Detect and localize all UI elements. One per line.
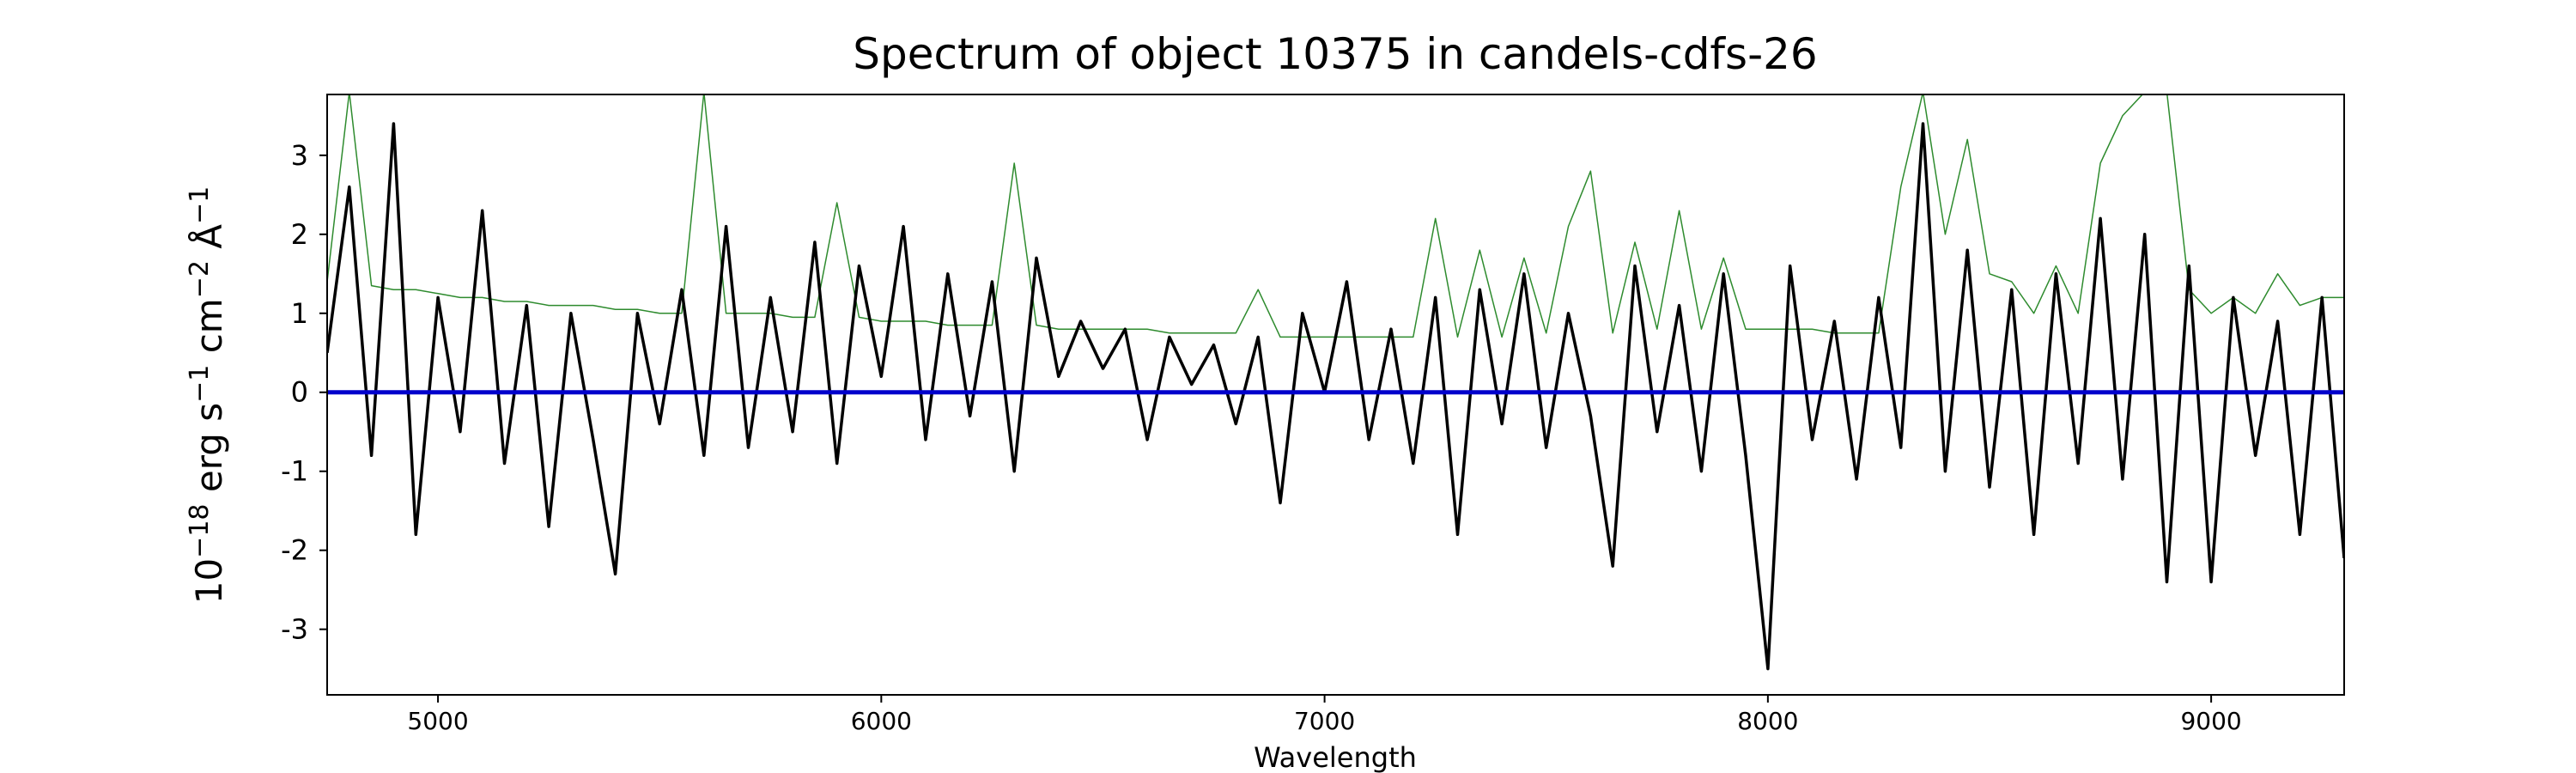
y-tick-label: -1 <box>281 455 308 488</box>
x-tick-label: 7000 <box>1294 707 1355 735</box>
y-tick-label: 1 <box>291 297 308 330</box>
y-tick-label: 0 <box>291 376 308 409</box>
y-tick-label: 3 <box>291 139 308 172</box>
y-label-superscript: −18 <box>185 504 215 558</box>
y-label-superscript: −1 <box>185 186 215 224</box>
x-tick-label: 9000 <box>2180 707 2241 735</box>
y-label-text: erg s <box>188 403 230 504</box>
y-tick-label: 2 <box>291 218 308 251</box>
chart-title: Spectrum of object 10375 in candels-cdfs… <box>853 29 1818 79</box>
x-tick-label: 5000 <box>407 707 468 735</box>
y-label-superscript: −2 <box>185 260 215 298</box>
y-label-text: Å <box>187 224 230 260</box>
y-tick-label: -3 <box>281 613 308 646</box>
x-axis-label: Wavelength <box>1254 741 1417 773</box>
plot-area <box>327 94 2344 671</box>
y-label-text: cm <box>188 298 230 364</box>
y-label-text: 10 <box>188 558 230 604</box>
y-axis-label: 10−18 erg s−1 cm−2 Å−1 <box>185 186 230 605</box>
x-tick-label: 6000 <box>851 707 912 735</box>
x-tick-label: 8000 <box>1737 707 1798 735</box>
axes-frame <box>326 94 2345 696</box>
spectrum-line <box>327 122 2344 671</box>
y-tick-label: -2 <box>281 534 308 567</box>
y-label-superscript: −1 <box>185 365 215 403</box>
